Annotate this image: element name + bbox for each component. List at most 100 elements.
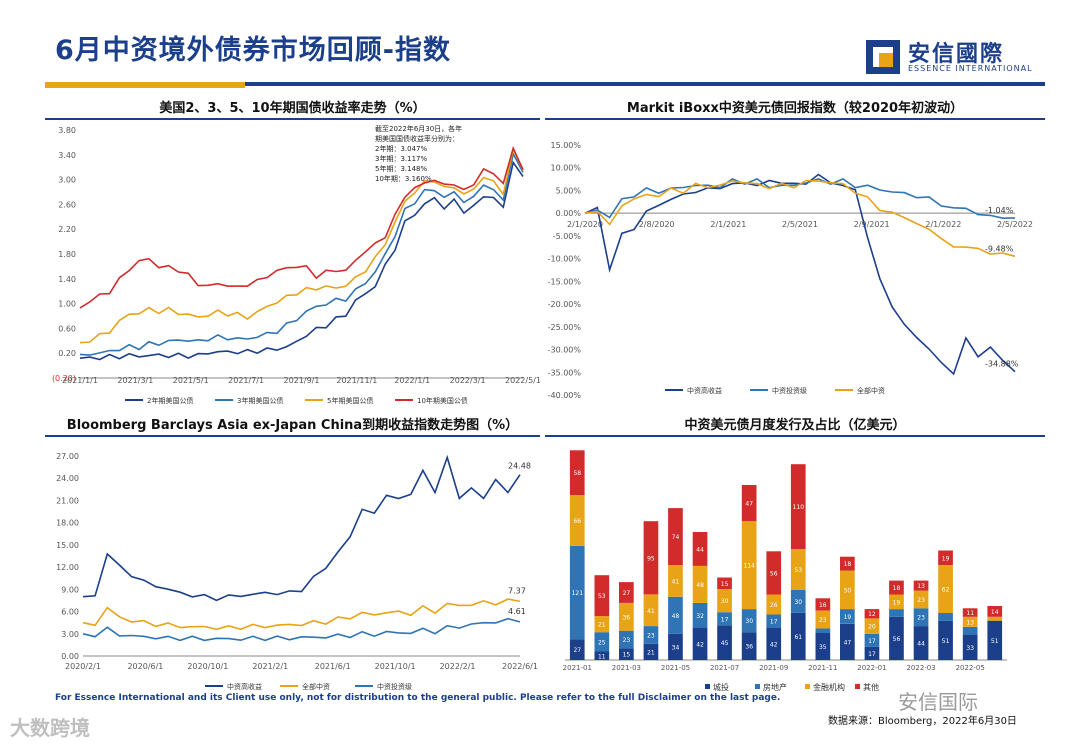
- x-tick-label: 2020/2/1: [65, 662, 101, 671]
- bar-segment: [766, 614, 782, 628]
- bar-segment: [987, 620, 1003, 660]
- legend-label-3: 金融机构: [813, 682, 845, 692]
- chart-title-bbg: Bloomberg Barclays Asia ex-Japan China到期…: [66, 418, 519, 433]
- bar-value-label: 53: [794, 567, 802, 574]
- chart-ust: 3.80 3.40 3.00 2.60 2.20 1.80 1.40 1.00 0.60 0.20…: [52, 124, 540, 405]
- bar-segment: [815, 628, 831, 633]
- bar-segment: [643, 626, 659, 644]
- bar-value-label: 23: [819, 617, 827, 624]
- wechat-watermark: 安信国际: [898, 690, 978, 714]
- legend-swatch-3: [805, 684, 810, 689]
- x-tick-label: 2022/1/1: [394, 376, 430, 385]
- bar-value-label: 19: [893, 599, 901, 606]
- header-rule: [45, 82, 1045, 86]
- legend-label-2: 3年期美国公债: [237, 396, 283, 405]
- bar-segment: [619, 603, 634, 631]
- x-tick-label: 2021/9/1: [284, 376, 320, 385]
- bar-segment: [938, 550, 953, 566]
- y-tick-label: 1.80: [58, 250, 76, 259]
- bar-segment: [766, 594, 782, 615]
- page-title: 6月中资境外债券市场回顾-指数: [55, 35, 451, 66]
- bar-value-label: 17: [868, 651, 876, 658]
- y-tick-label: -40.00%: [548, 391, 582, 400]
- bar-value-label: 30: [745, 618, 753, 625]
- x-tick-label: 2021-03: [612, 664, 641, 672]
- bar-segment: [569, 545, 585, 640]
- panel-rule-iboxx: [545, 118, 1045, 120]
- bar-segment: [643, 643, 659, 660]
- y-tick-label: -35.00%: [548, 368, 582, 377]
- bar-segment: [594, 616, 610, 633]
- bar-value-label: 42: [696, 641, 704, 648]
- bar-value-label: 62: [942, 587, 950, 594]
- bar-value-label: 121: [572, 590, 584, 597]
- series-line-1: [82, 454, 521, 602]
- legend-label-3: 5年期美国公债: [327, 396, 373, 405]
- x-tick-label: 2022-01: [857, 664, 886, 672]
- y-tick-label: 9.00: [61, 585, 79, 594]
- series-line-1: [584, 173, 1016, 376]
- end-value-label-3: -34.88%: [985, 360, 1019, 369]
- y-tick-label: 21.00: [56, 496, 79, 505]
- x-tick-label: 2021/10/1: [375, 662, 416, 671]
- annotation-line-5: 5年期：3.148%: [375, 164, 427, 173]
- y-tick-label: 1.40: [58, 275, 76, 284]
- bar-value-label: 13: [917, 583, 925, 590]
- y-tick-label: (0.20): [52, 374, 76, 383]
- bar-value-label: 18: [893, 585, 901, 592]
- bar-segment: [790, 549, 806, 590]
- bar-segment: [840, 556, 855, 571]
- bar-value-label: 45: [721, 640, 729, 647]
- x-tick-label: 2020/10/1: [187, 662, 228, 671]
- legend-label-1: 城投: [713, 682, 729, 692]
- y-tick-label: -10.00%: [548, 255, 582, 264]
- x-tick-label: 2021-05: [661, 664, 690, 672]
- legend-label-4: 其他: [863, 682, 879, 692]
- x-tick-label: 2021/1/1: [62, 376, 98, 385]
- bar-value-label: 44: [696, 547, 704, 554]
- legend-label-3: 全部中资: [857, 386, 885, 395]
- corner-watermark: 大数跨境: [10, 716, 90, 740]
- y-tick-label: 3.80: [58, 126, 76, 135]
- bar-value-label: 30: [721, 598, 729, 605]
- end-value-label-3: 4.61: [508, 607, 526, 616]
- bar-segment: [643, 594, 659, 627]
- x-tick-label: 2021-07: [710, 664, 739, 672]
- y-tick-label: 10.00%: [550, 164, 581, 173]
- bar-value-label: 56: [770, 570, 778, 577]
- y-tick-label: 0.00%: [556, 209, 582, 218]
- bar-segment: [594, 632, 610, 652]
- x-tick-label: 2022/3/1: [450, 376, 486, 385]
- bar-value-label: 15: [623, 652, 631, 659]
- bar-value-label: 14: [991, 609, 999, 616]
- series-line-1: [79, 160, 524, 361]
- series-line-3: [79, 146, 524, 344]
- y-tick-label: 3.00: [58, 176, 76, 185]
- bar-segment: [962, 626, 978, 635]
- bar-segment: [987, 616, 1003, 621]
- bar-value-label: 27: [623, 590, 631, 597]
- bar-segment: [668, 596, 683, 634]
- bar-segment: [741, 521, 757, 610]
- bar-segment: [938, 613, 953, 621]
- legend-swatch-2: [755, 684, 760, 689]
- bar-value-label: 32: [696, 613, 704, 620]
- bar-value-label: 26: [770, 602, 778, 609]
- bar-segment: [864, 633, 880, 647]
- logo-name-cn: 安信國際: [908, 42, 1005, 67]
- y-tick-label: -15.00%: [548, 277, 582, 286]
- end-value-label-2: -9.48%: [985, 244, 1014, 253]
- bar-segment: [569, 495, 585, 546]
- bar-value-label: 61: [794, 634, 802, 641]
- x-tick-label: 2/1/2022: [925, 220, 961, 229]
- bar-segment: [643, 521, 659, 595]
- annotation-line-6: 10年期：3.160%: [375, 174, 432, 183]
- y-tick-label: 12.00: [56, 563, 79, 572]
- chart-bbg: 27.00 24.00 21.00 18.00 15.00 12.00 9.00 6.00 3.…: [56, 452, 538, 691]
- bar-value-label: 19: [844, 614, 852, 621]
- company-logo-icon: [866, 40, 900, 74]
- disclaimer-note: For Essence International and its Client…: [55, 693, 781, 703]
- x-tick-label: 2/1/2020: [567, 220, 603, 229]
- bar-segment: [938, 565, 953, 613]
- bar-value-label: 11: [598, 653, 606, 660]
